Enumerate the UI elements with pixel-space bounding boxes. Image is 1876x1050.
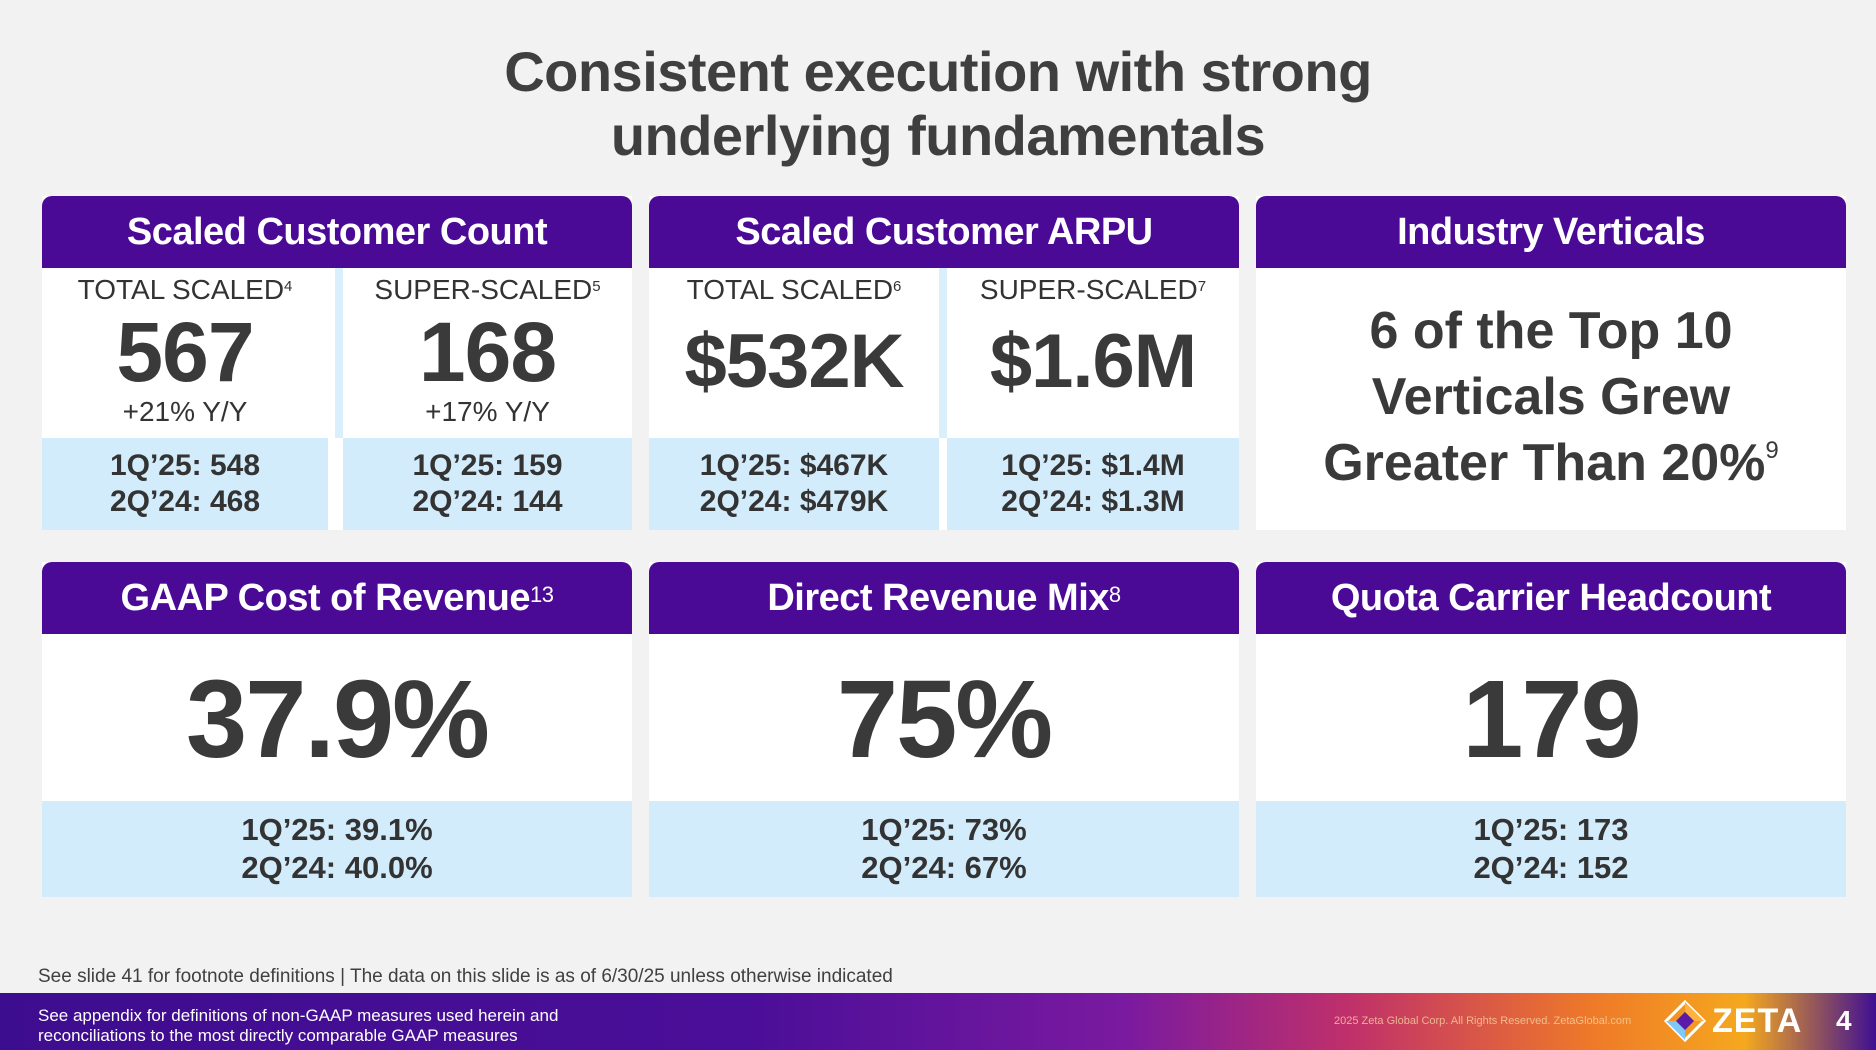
metric-label: TOTAL SCALED4 [77, 274, 293, 305]
card-title: Direct Revenue Mix8 [767, 576, 1121, 619]
metric-value: 179 [1462, 657, 1642, 781]
card-quota-carrier-headcount: Quota Carrier Headcount 179 1Q’25: 173 2… [1256, 562, 1846, 897]
comparison-values: 1Q’25: 73% 2Q’24: 67% [649, 801, 1239, 897]
card-header: Direct Revenue Mix8 [649, 562, 1239, 634]
disclaimer-line-2: reconciliations to the most directly com… [38, 1026, 518, 1045]
footnote-note: See slide 41 for footnote definitions | … [38, 966, 893, 987]
card-title: Quota Carrier Headcount [1330, 576, 1772, 619]
metric-value: 37.9% [186, 657, 490, 781]
comparison-values: 1Q’25: 548 2Q’24: 468 [42, 438, 328, 530]
footnote-ref: 5 [592, 278, 601, 295]
verticals-line-3: Greater Than 20%9 [1323, 434, 1779, 492]
prior-year-value: 2Q’24: 67% [861, 850, 1027, 885]
card-industry-verticals: Industry Verticals 6 of the Top 10 Verti… [1256, 196, 1846, 530]
prior-year-value: 2Q’24: 144 [412, 485, 563, 518]
non-gaap-disclaimer: See appendix for definitions of non-GAAP… [38, 1006, 558, 1046]
metric-label: SUPER-SCALED7 [979, 274, 1207, 305]
panel-divider-lower [335, 438, 343, 530]
prior-year-value: 2Q’24: 152 [1473, 850, 1629, 885]
metric-growth: +21% Y/Y [122, 396, 248, 427]
prior-quarter-value: 1Q’25: 39.1% [241, 812, 433, 847]
metric-value: 75% [836, 657, 1053, 781]
metric-label: TOTAL SCALED6 [686, 274, 902, 305]
card-scaled-customer-count: Scaled Customer Count TOTAL SCALED4 567 … [42, 196, 632, 530]
disclaimer-line-1: See appendix for definitions of non-GAAP… [38, 1006, 559, 1025]
prior-year-value: 2Q’24: 468 [109, 485, 261, 518]
footnote-ref: 9 [1765, 437, 1779, 464]
slide-title: Consistent execution with strong underly… [0, 40, 1876, 168]
metric-growth: +17% Y/Y [425, 396, 550, 427]
metric-value: 168 [418, 305, 557, 399]
card-direct-revenue-mix: Direct Revenue Mix8 75% 1Q’25: 73% 2Q’24… [649, 562, 1239, 897]
footnote-ref: 8 [1108, 581, 1121, 607]
super-scaled-panel: SUPER-SCALED5 168 +17% Y/Y 1Q’25: 159 2Q… [343, 268, 632, 530]
comparison-values: 1Q’25: 39.1% 2Q’24: 40.0% [42, 801, 632, 897]
total-scaled-panel: TOTAL SCALED6 $532K 1Q’25: $467K 2Q’24: … [649, 268, 939, 530]
card-title: Scaled Customer Count [126, 210, 548, 253]
prior-year-value: 2Q’24: $1.3M [1001, 485, 1185, 518]
page-number: 4 [1836, 1005, 1852, 1036]
prior-year-value: 2Q’24: $479K [699, 485, 889, 518]
slide-title-line2: underlying fundamentals [610, 104, 1266, 167]
comparison-values: 1Q’25: $1.4M 2Q’24: $1.3M [947, 438, 1239, 530]
card-title: Industry Verticals [1397, 210, 1705, 253]
panel-divider-lower [939, 438, 947, 530]
footnote-ref: 13 [530, 581, 554, 607]
comparison-values: 1Q’25: $467K 2Q’24: $479K [649, 438, 939, 530]
verticals-line-1: 6 of the Top 10 [1369, 302, 1733, 360]
prior-quarter-value: 1Q’25: 73% [861, 812, 1027, 847]
metric-value: $532K [684, 319, 905, 404]
prior-quarter-value: 1Q’25: $467K [699, 449, 889, 482]
verticals-statement: 6 of the Top 10 Verticals Grew Greater T… [1276, 298, 1826, 506]
copyright-text: 2025 Zeta Global Corp. All Rights Reserv… [1334, 1015, 1632, 1027]
card-title: Scaled Customer ARPU [735, 210, 1153, 253]
footer-bar: See appendix for definitions of non-GAAP… [0, 993, 1876, 1050]
verticals-line-2: Verticals Grew [1371, 368, 1731, 426]
panel-divider [939, 268, 947, 438]
prior-quarter-value: 1Q’25: $1.4M [1001, 449, 1185, 482]
card-title: GAAP Cost of Revenue13 [120, 576, 554, 619]
footnote-ref: 6 [893, 278, 902, 295]
footnote-ref: 4 [284, 278, 293, 295]
footnote-ref: 7 [1197, 278, 1207, 295]
card-header: Scaled Customer Count [42, 196, 632, 268]
slide-title-line1: Consistent execution with strong [504, 40, 1372, 103]
zeta-logo-icon [1664, 1000, 1706, 1042]
prior-quarter-value: 1Q’25: 173 [1473, 812, 1629, 847]
card-header: Industry Verticals [1256, 196, 1846, 268]
card-gaap-cost-of-revenue: GAAP Cost of Revenue13 37.9% 1Q’25: 39.1… [42, 562, 632, 897]
prior-year-value: 2Q’24: 40.0% [241, 850, 433, 885]
total-scaled-panel: TOTAL SCALED4 567 +21% Y/Y 1Q’25: 548 2Q… [42, 268, 328, 530]
card-header: Quota Carrier Headcount [1256, 562, 1846, 634]
card-header: GAAP Cost of Revenue13 [42, 562, 632, 634]
card-scaled-customer-arpu: Scaled Customer ARPU TOTAL SCALED6 $532K… [649, 196, 1239, 530]
metric-value: 567 [116, 305, 254, 399]
comparison-values: 1Q’25: 159 2Q’24: 144 [343, 438, 632, 530]
prior-quarter-value: 1Q’25: 548 [109, 449, 261, 482]
prior-quarter-value: 1Q’25: 159 [412, 449, 563, 482]
metric-label: SUPER-SCALED5 [374, 274, 601, 305]
card-header: Scaled Customer ARPU [649, 196, 1239, 268]
zeta-logo-text: ZETA [1712, 1002, 1803, 1040]
super-scaled-panel: SUPER-SCALED7 $1.6M 1Q’25: $1.4M 2Q’24: … [947, 268, 1239, 530]
metric-value: $1.6M [989, 319, 1197, 404]
panel-divider [335, 268, 343, 438]
comparison-values: 1Q’25: 173 2Q’24: 152 [1256, 801, 1846, 897]
